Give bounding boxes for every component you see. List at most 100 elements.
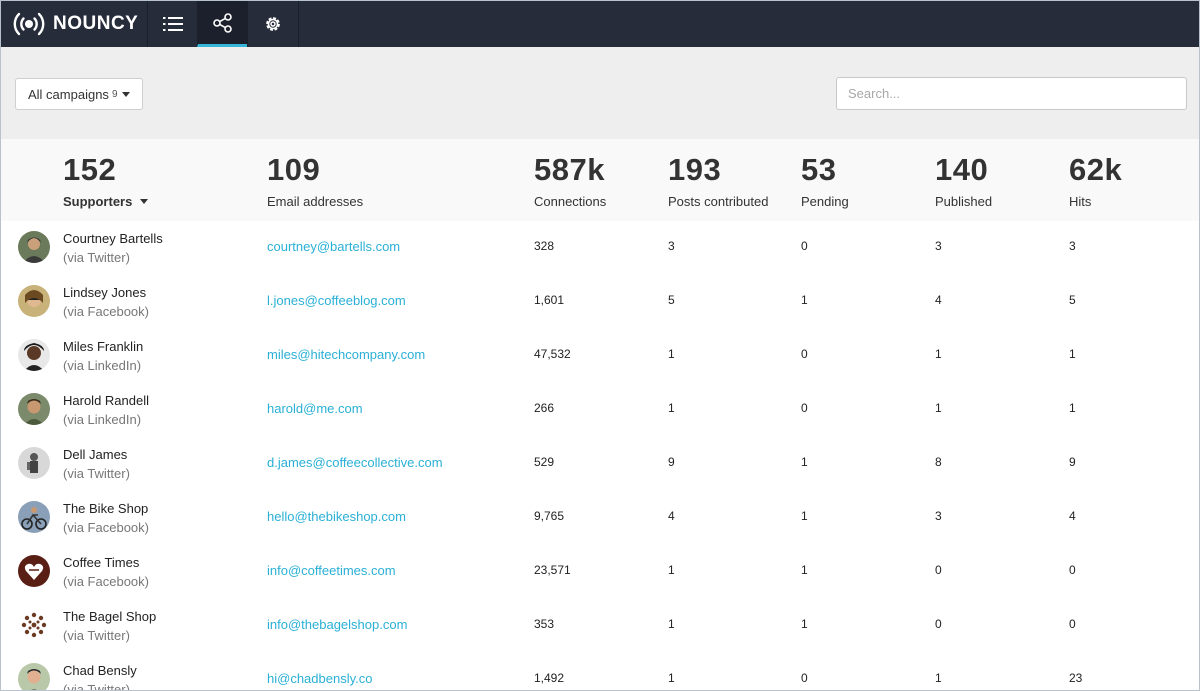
stat-connections: 587k Connections — [534, 152, 607, 210]
supporter-name[interactable]: Coffee Times — [63, 555, 140, 570]
stat-value: 193 — [668, 152, 722, 187]
published-count: 4 — [935, 293, 942, 307]
table-row[interactable]: Courtney Bartells (via Twitter) courtney… — [1, 221, 1199, 275]
avatar[interactable] — [18, 447, 50, 479]
posts-count: 5 — [668, 293, 675, 307]
logo[interactable]: NOUNCY — [13, 9, 138, 39]
avatar[interactable] — [18, 501, 50, 533]
supporter-email-link[interactable]: info@thebagelshop.com — [267, 617, 408, 632]
connections-count: 47,532 — [534, 347, 571, 361]
stat-published: 140 Published — [935, 153, 992, 210]
supporters-sort-label: Supporters — [63, 194, 133, 209]
campaigns-dropdown[interactable]: All campaigns 9 — [15, 78, 143, 110]
hits-count: 23 — [1069, 671, 1083, 685]
connections-count: 353 — [534, 617, 555, 631]
hits-count: 4 — [1069, 509, 1076, 523]
avatar[interactable] — [18, 393, 50, 425]
nav-settings-button[interactable] — [247, 1, 297, 47]
hits-count: 1 — [1069, 347, 1076, 361]
caret-down-icon — [139, 199, 148, 205]
pending-count: 0 — [801, 347, 808, 361]
published-count: 8 — [935, 455, 942, 469]
published-count: 1 — [935, 347, 942, 361]
table-row[interactable]: Lindsey Jones (via Facebook) l.jones@cof… — [1, 275, 1199, 329]
posts-count: 9 — [668, 455, 675, 469]
connections-count: 266 — [534, 401, 555, 415]
avatar-image — [18, 231, 50, 263]
hits-count: 3 — [1069, 239, 1076, 253]
stat-label: Connections — [534, 194, 607, 209]
stat-value: 587k — [534, 152, 605, 187]
stat-pending: 53 Pending — [801, 152, 849, 210]
supporter-source: (via Facebook) — [63, 304, 149, 319]
hits-count: 9 — [1069, 455, 1076, 469]
connections-count: 1,601 — [534, 293, 565, 307]
avatar-image — [18, 393, 50, 425]
avatar[interactable] — [18, 609, 50, 641]
table-row[interactable]: Miles Franklin (via LinkedIn) miles@hite… — [1, 329, 1199, 383]
avatar[interactable] — [18, 339, 50, 371]
table-row[interactable]: Coffee Times (via Facebook) info@coffeet… — [1, 545, 1199, 599]
published-count: 1 — [935, 671, 942, 685]
stat-value: 53 — [801, 152, 837, 187]
stat-posts-contributed: 193 Posts contributed — [668, 152, 768, 210]
table-row[interactable]: The Bagel Shop (via Twitter) info@thebag… — [1, 599, 1199, 653]
avatar[interactable] — [18, 231, 50, 263]
posts-count: 4 — [668, 509, 675, 523]
posts-count: 1 — [668, 617, 675, 631]
table-row[interactable]: Dell James (via Twitter) d.james@coffeec… — [1, 437, 1199, 491]
supporter-name[interactable]: Chad Bensly — [63, 663, 137, 678]
supporter-source: (via Twitter) — [63, 466, 130, 481]
pending-count: 1 — [801, 617, 808, 631]
supporter-email-link[interactable]: d.james@coffeecollective.com — [267, 455, 443, 470]
stat-value: 152 — [63, 152, 117, 187]
supporter-email-link[interactable]: miles@hitechcompany.com — [267, 347, 426, 362]
stat-label: Email addresses — [267, 194, 364, 209]
list-icon — [162, 17, 183, 31]
avatar-image — [18, 339, 50, 371]
stat-label: Pending — [801, 194, 849, 209]
supporter-source: (via LinkedIn) — [63, 412, 142, 427]
hits-count: 1 — [1069, 401, 1076, 415]
posts-count: 1 — [668, 347, 675, 361]
supporter-email-link[interactable]: courtney@bartells.com — [267, 239, 401, 254]
supporter-name[interactable]: Dell James — [63, 447, 128, 462]
supporter-name[interactable]: Harold Randell — [63, 393, 149, 408]
supporter-name[interactable]: Miles Franklin — [63, 339, 144, 354]
nav-share-button[interactable] — [197, 1, 247, 47]
avatar[interactable] — [18, 663, 50, 690]
supporter-email-link[interactable]: l.jones@coffeeblog.com — [267, 293, 406, 308]
filter-bar: All campaigns 9 — [1, 47, 1199, 139]
supporter-email-link[interactable]: hello@thebikeshop.com — [267, 509, 406, 524]
supporter-name[interactable]: The Bike Shop — [63, 501, 149, 516]
nav-divider — [298, 1, 299, 47]
supporter-email-link[interactable]: info@coffeetimes.com — [267, 563, 396, 578]
avatar[interactable] — [18, 285, 50, 317]
avatar[interactable] — [18, 555, 50, 587]
avatar-image — [18, 663, 50, 690]
table-row[interactable]: Harold Randell (via LinkedIn) harold@me.… — [1, 383, 1199, 437]
pending-count: 0 — [801, 239, 808, 253]
published-count: 0 — [935, 563, 942, 577]
pending-count: 1 — [801, 293, 808, 307]
search-input[interactable] — [836, 77, 1187, 110]
avatar-image — [18, 501, 50, 533]
nav-list-button[interactable] — [147, 1, 197, 47]
posts-count: 3 — [668, 239, 675, 253]
supporter-email-link[interactable]: harold@me.com — [267, 401, 363, 416]
logo-text: NOUNCY — [53, 13, 139, 34]
supporter-name[interactable]: The Bagel Shop — [63, 609, 157, 624]
caret-down-icon — [121, 91, 130, 97]
supporter-name[interactable]: Courtney Bartells — [63, 231, 163, 246]
share-icon — [212, 12, 232, 33]
supporter-name[interactable]: Lindsey Jones — [63, 285, 147, 300]
supporter-email-link[interactable]: hi@chadbensly.co — [267, 671, 373, 686]
pending-count: 0 — [801, 671, 808, 685]
campaigns-count: 9 — [111, 88, 118, 100]
table-row[interactable]: Chad Bensly (via Twitter) hi@chadbensly.… — [1, 653, 1199, 690]
supporter-source: (via Facebook) — [63, 520, 149, 535]
table-row[interactable]: The Bike Shop (via Facebook) hello@thebi… — [1, 491, 1199, 545]
stat-supporters[interactable]: 152 Supporters — [63, 153, 148, 209]
connections-count: 23,571 — [534, 563, 571, 577]
